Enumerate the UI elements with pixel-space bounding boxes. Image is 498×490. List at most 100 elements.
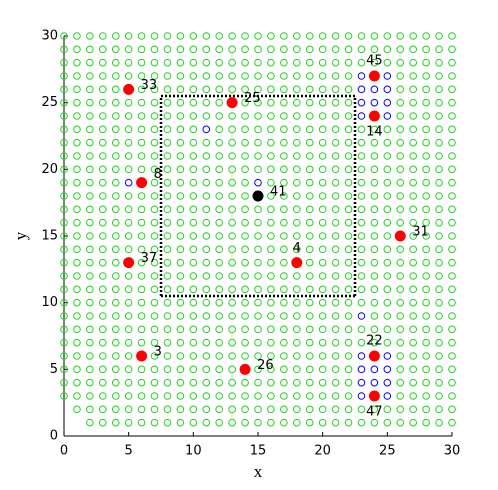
grid-point [305, 392, 314, 400]
grid-point [60, 192, 68, 200]
grid-point [318, 45, 327, 54]
grid-point [215, 138, 223, 147]
grid-point [357, 192, 366, 200]
grid-point [280, 138, 288, 147]
node [239, 363, 251, 375]
grid-point [73, 205, 81, 214]
grid-point [202, 72, 211, 80]
grid-point [409, 338, 418, 347]
grid-point [331, 418, 340, 427]
grid-point [202, 32, 211, 40]
grid-point [357, 298, 366, 307]
grid-point [215, 58, 223, 67]
grid-point [357, 418, 366, 427]
blue-point [357, 85, 366, 94]
grid-point [241, 125, 249, 134]
grid-point [241, 258, 249, 267]
grid-point [124, 298, 133, 307]
grid-point [202, 98, 211, 107]
grid-point [396, 378, 405, 387]
grid-point [228, 405, 236, 414]
grid-point [280, 98, 288, 107]
grid-point [99, 405, 107, 414]
grid-point [176, 352, 185, 360]
node-label: 14 [366, 125, 383, 140]
grid-point [150, 285, 159, 294]
grid-point [73, 285, 81, 294]
grid-point [383, 272, 392, 280]
grid-point [111, 98, 120, 107]
grid-point [241, 352, 249, 360]
grid-point [383, 192, 392, 200]
grid-point [163, 418, 172, 427]
grid-point [396, 325, 405, 334]
grid-point [370, 405, 379, 414]
grid-point [396, 405, 405, 414]
grid-point [305, 258, 314, 267]
blue-point [383, 112, 392, 120]
grid-point [215, 325, 223, 334]
grid-point [99, 418, 107, 427]
node [368, 110, 380, 122]
grid-point [150, 165, 159, 174]
grid-point [396, 125, 405, 134]
grid-point [163, 178, 172, 187]
grid-point [86, 392, 94, 400]
grid-point [111, 325, 120, 334]
grid-point [293, 378, 301, 387]
grid-point [305, 312, 314, 320]
grid-point [280, 125, 288, 134]
grid-point [228, 72, 236, 80]
grid-point [305, 45, 314, 54]
grid-point [189, 72, 198, 80]
grid-point [99, 285, 107, 294]
grid-point [202, 205, 211, 214]
grid-point [370, 245, 379, 254]
grid-point [448, 378, 456, 387]
grid-point [293, 218, 301, 227]
grid-point [189, 32, 198, 40]
grid-point [267, 85, 275, 94]
grid-point [293, 32, 301, 40]
grid-point [228, 58, 236, 67]
grid-point [280, 58, 288, 67]
grid-point [344, 405, 353, 414]
grid-point [228, 378, 236, 387]
grid-point [254, 298, 262, 307]
grid-point [124, 338, 133, 347]
grid-point [124, 218, 133, 227]
grid-point [202, 272, 211, 280]
grid-point [137, 152, 146, 160]
grid-point [137, 45, 146, 54]
grid-point [215, 365, 223, 374]
grid-point [86, 378, 94, 387]
grid-point [280, 245, 288, 254]
grid-point [370, 285, 379, 294]
grid-point [293, 365, 301, 374]
grid-point [241, 418, 249, 427]
grid-point [370, 58, 379, 67]
blue-point [383, 352, 392, 360]
grid-point [86, 58, 94, 67]
grid-point [241, 152, 249, 160]
grid-point [254, 338, 262, 347]
grid-point [189, 378, 198, 387]
grid-point [396, 312, 405, 320]
node [123, 257, 135, 269]
grid-point [422, 152, 430, 160]
grid-point [202, 192, 211, 200]
grid-point [254, 312, 262, 320]
grid-point [189, 205, 198, 214]
grid-point [344, 125, 353, 134]
grid-point [422, 258, 430, 267]
grid-point [150, 272, 159, 280]
grid-point [357, 45, 366, 54]
grid-point [344, 138, 353, 147]
grid-point [176, 312, 185, 320]
grid-point [228, 392, 236, 400]
grid-point [60, 178, 68, 187]
grid-point [163, 298, 172, 307]
grid-point [344, 232, 353, 240]
grid-point [241, 32, 249, 40]
grid-point [73, 152, 81, 160]
